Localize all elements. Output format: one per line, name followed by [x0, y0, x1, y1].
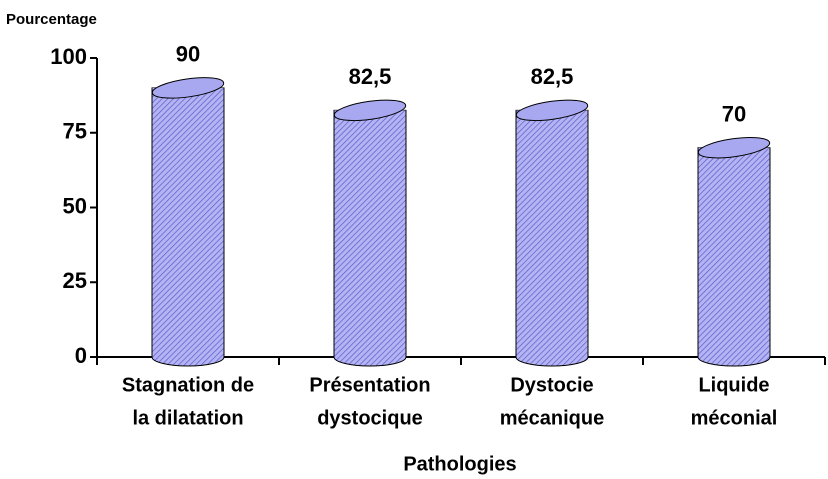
- value-label: 82,5: [349, 64, 392, 89]
- x-tick-label: méconial: [691, 407, 778, 429]
- y-tick-label: 100: [50, 44, 87, 69]
- bar: [697, 136, 771, 367]
- y-tick-label: 25: [63, 268, 87, 293]
- x-axis-title: Pathologies: [403, 453, 516, 475]
- bar-top: [333, 99, 407, 122]
- y-axis-title: Pourcentage: [6, 11, 97, 28]
- value-label: 90: [176, 42, 200, 67]
- x-tick-label: Liquide: [698, 374, 769, 396]
- y-tick-label: 75: [63, 119, 87, 144]
- bar-top: [515, 99, 589, 122]
- x-tick-label: mécanique: [500, 407, 604, 429]
- x-tick-label: Présentation: [309, 374, 430, 396]
- x-tick-label: la dilatation: [132, 407, 243, 429]
- y-tick-label: 0: [75, 343, 87, 368]
- bar-fill: [698, 147, 770, 357]
- value-label: 82,5: [531, 64, 574, 89]
- x-tick-label: dystocique: [317, 407, 423, 429]
- x-tick-label: Dystocie: [510, 374, 593, 396]
- bar-top: [697, 136, 771, 159]
- bar-top: [151, 77, 225, 99]
- bar-fill: [516, 110, 588, 357]
- x-tick-label: Stagnation de: [122, 374, 254, 396]
- bar: [515, 99, 589, 367]
- value-label: 70: [722, 102, 746, 127]
- bar: [151, 77, 225, 367]
- bar-fill: [334, 110, 406, 357]
- bar: [333, 99, 407, 367]
- bar-fill: [152, 87, 224, 358]
- y-tick-label: 50: [63, 193, 87, 218]
